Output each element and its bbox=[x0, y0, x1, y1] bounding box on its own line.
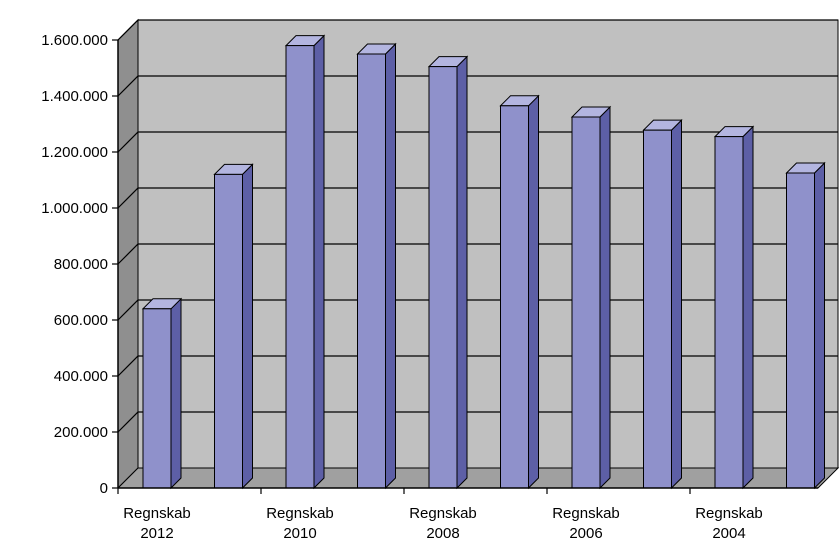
bar-front bbox=[786, 172, 815, 489]
bar bbox=[499, 94, 540, 490]
bar bbox=[570, 105, 612, 490]
x-tick-label: 2012 bbox=[140, 525, 173, 542]
bar bbox=[713, 125, 755, 490]
bar bbox=[141, 297, 183, 490]
gridline bbox=[117, 19, 838, 41]
x-tick-label: Regnskab bbox=[409, 505, 477, 522]
bar-side bbox=[456, 55, 468, 490]
bar-front bbox=[714, 136, 744, 489]
bar-front bbox=[500, 105, 529, 489]
bar bbox=[356, 42, 397, 490]
bar bbox=[284, 34, 326, 490]
bar-front bbox=[285, 45, 315, 489]
x-tick-label: Regnskab bbox=[552, 505, 620, 522]
bar-front bbox=[214, 173, 243, 489]
bars bbox=[141, 34, 826, 490]
bar bbox=[427, 55, 469, 490]
y-tick-label: 1.600.000 bbox=[41, 32, 108, 49]
bar bbox=[213, 163, 254, 490]
x-tick-label: Regnskab bbox=[123, 505, 191, 522]
y-tick-label: 1.200.000 bbox=[41, 144, 108, 161]
bar-side bbox=[385, 42, 396, 490]
y-tick-label: 1.400.000 bbox=[41, 88, 108, 105]
bar-side bbox=[742, 125, 754, 490]
x-tick-label: 2004 bbox=[712, 525, 745, 542]
bar-side bbox=[528, 94, 539, 490]
x-tick-label: Regnskab bbox=[266, 505, 334, 522]
bar-side bbox=[671, 118, 682, 490]
bar-front bbox=[428, 66, 458, 489]
bar-front bbox=[571, 116, 601, 489]
x-axis-ticks: Regnskab 2012 Regnskab 2010 Regnskab 2008 Regn… bbox=[117, 488, 763, 542]
bar bbox=[785, 161, 826, 490]
bar-side bbox=[814, 161, 825, 490]
bar-side bbox=[599, 105, 611, 490]
y-axis-ticks: 0 200.000 400.000 600.000 800.000 1.000.000 1.… bbox=[41, 32, 118, 497]
y-tick-label: 200.000 bbox=[54, 424, 108, 441]
x-tick-label: 2010 bbox=[283, 525, 316, 542]
bar-front bbox=[643, 129, 672, 489]
x-tick-label: 2006 bbox=[569, 525, 602, 542]
y-tick-label: 400.000 bbox=[54, 368, 108, 385]
bar-front bbox=[357, 53, 386, 489]
y-tick-label: 0 bbox=[100, 480, 108, 497]
x-tick-label: Regnskab bbox=[695, 505, 763, 522]
x-tick-label: 2008 bbox=[426, 525, 459, 542]
y-tick-label: 600.000 bbox=[54, 312, 108, 329]
bar bbox=[642, 118, 683, 490]
bar-side bbox=[170, 297, 182, 490]
y-tick-label: 800.000 bbox=[54, 256, 108, 273]
y-tick-label: 1.000.000 bbox=[41, 200, 108, 217]
gridline bbox=[117, 75, 838, 97]
bar-side bbox=[313, 34, 325, 490]
bar-side bbox=[242, 163, 253, 490]
bar-front bbox=[142, 308, 172, 489]
